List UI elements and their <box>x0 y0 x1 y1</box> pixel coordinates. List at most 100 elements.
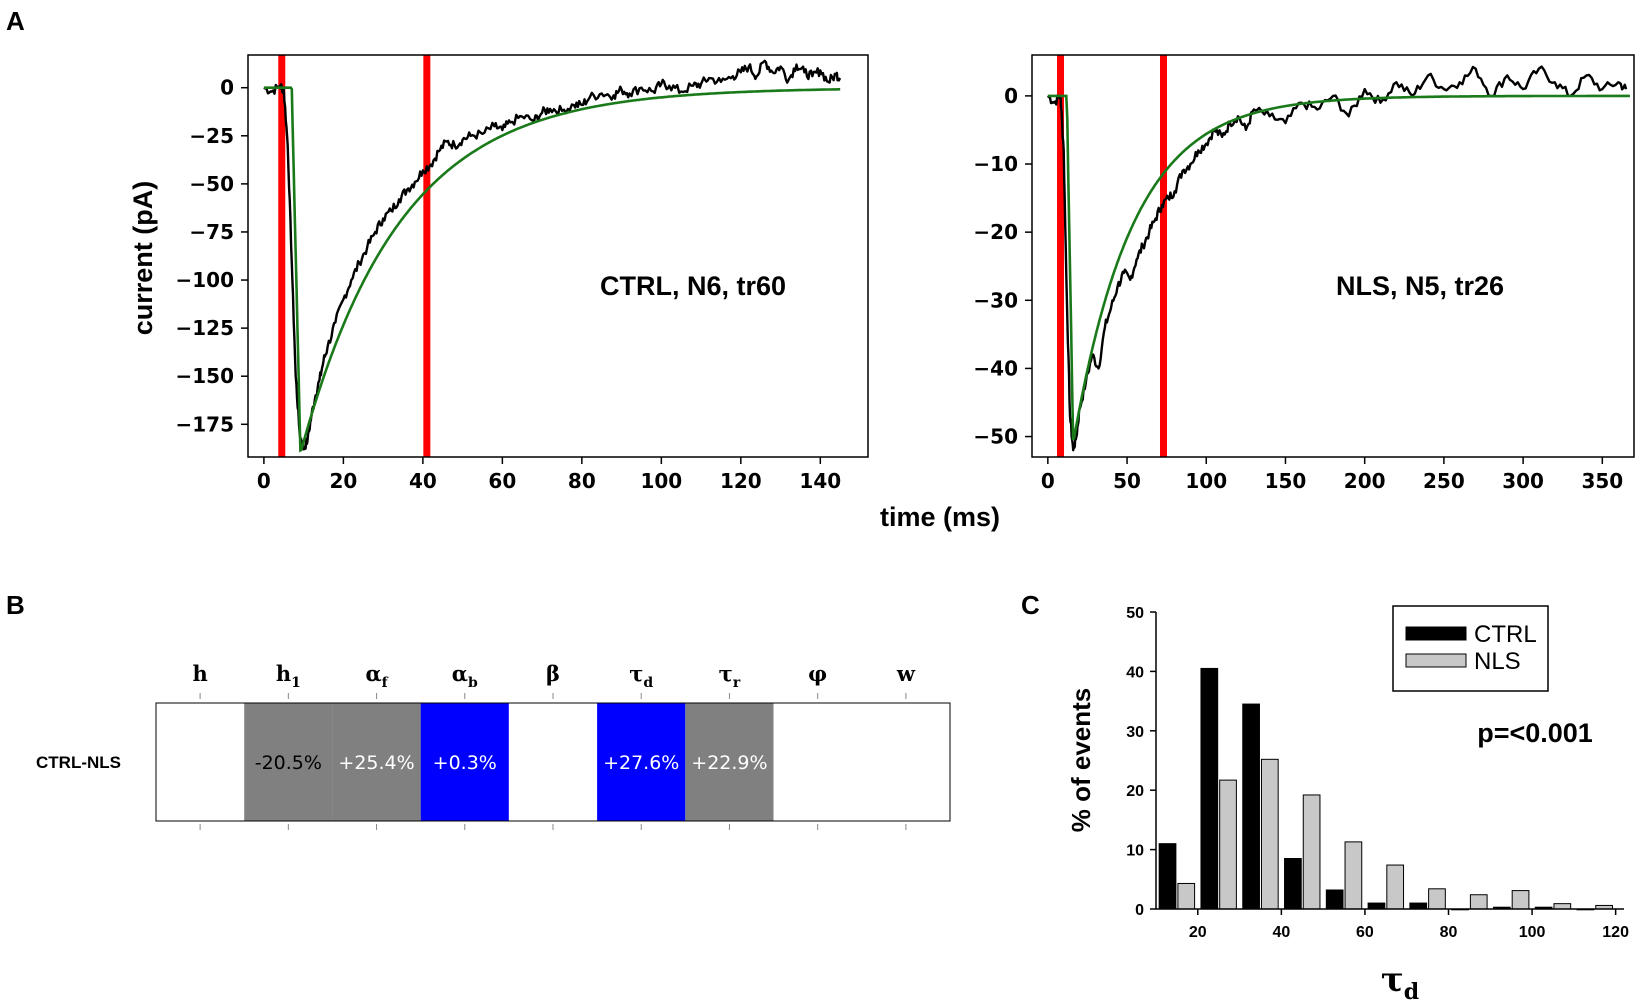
column-header: αb <box>452 661 478 691</box>
x-tick-label: 100 <box>640 469 682 493</box>
x-tick-label: 80 <box>1440 924 1458 941</box>
table-cell <box>156 703 244 821</box>
y-tick-label: 30 <box>1126 724 1144 741</box>
column-header-symbol: α <box>452 661 468 686</box>
x-axis-subscript: d <box>1404 979 1419 1005</box>
bar-nls <box>1387 865 1404 909</box>
x-tick-label: 200 <box>1344 469 1386 493</box>
x-tick-label: 40 <box>1272 924 1290 941</box>
fit-curve <box>264 88 840 451</box>
legend-box <box>1393 606 1548 691</box>
bar-ctrl <box>1159 844 1176 909</box>
y-tick-label: −50 <box>973 425 1018 449</box>
column-header-subscript: f <box>382 675 389 691</box>
x-tick-label: 150 <box>1265 469 1307 493</box>
bar-ctrl <box>1243 704 1260 909</box>
x-axis-label: τd <box>1381 960 1419 1005</box>
cell-value: +25.4% <box>338 752 414 774</box>
legend-swatch-ctrl <box>1406 627 1466 640</box>
x-tick-label: 0 <box>1041 469 1055 493</box>
column-header: τd <box>629 661 653 691</box>
x-tick-label: 140 <box>799 469 841 493</box>
bar-nls <box>1470 895 1487 909</box>
x-tick-label: 60 <box>488 469 516 493</box>
panel-letter-b: B <box>6 590 25 620</box>
cell-value: +0.3% <box>433 752 497 774</box>
x-tick-label: 350 <box>1581 469 1623 493</box>
y-tick-label: 50 <box>1126 605 1144 622</box>
panel-c-histogram: 20 40 60 80 100 120 0 10 20 30 40 50 % of events p=… <box>1066 605 1629 1005</box>
bar-ctrl <box>1326 890 1343 909</box>
column-header-subscript: b <box>468 675 478 691</box>
figure: A B C 0 20 40 60 80 100 120 1400−25−50−75−100−1… <box>0 0 1650 1006</box>
column-header-symbol: w <box>896 661 916 686</box>
recorded-trace <box>264 61 840 450</box>
y-tick-label: 0 <box>1135 902 1144 919</box>
bar-ctrl <box>1285 859 1302 909</box>
y-tick-label: −10 <box>973 152 1018 176</box>
bar-nls <box>1220 780 1237 909</box>
y-tick-label: 20 <box>1126 783 1144 800</box>
y-tick-label: −20 <box>973 220 1018 244</box>
x-tick-label: 80 <box>568 469 596 493</box>
column-header-symbol: h <box>192 661 207 686</box>
plot-area <box>1048 55 1630 457</box>
recorded-trace <box>1048 67 1626 451</box>
column-header-subscript: r <box>733 675 741 691</box>
y-tick-label: 40 <box>1126 664 1144 681</box>
panel-letter-a: A <box>6 6 25 36</box>
column-header-symbol: β <box>546 661 560 686</box>
panel-letter-c: C <box>1021 590 1040 620</box>
y-tick-label: −125 <box>175 316 234 340</box>
y-tick-label: 10 <box>1126 843 1144 860</box>
y-tick-label: −25 <box>189 124 234 148</box>
legend-label-nls: NLS <box>1474 648 1521 675</box>
column-header: w <box>896 661 916 686</box>
x-tick-label: 250 <box>1423 469 1465 493</box>
cell-value: +27.6% <box>603 752 679 774</box>
y-tick-label: −75 <box>189 220 234 244</box>
y-tick-label: 0 <box>1004 84 1018 108</box>
bar-nls <box>1178 883 1195 909</box>
column-header-symbol: τ <box>629 661 643 686</box>
legend-swatch-nls <box>1406 654 1466 667</box>
x-tick-label: 50 <box>1113 469 1141 493</box>
x-tick-label: 120 <box>1602 924 1629 941</box>
bar-ctrl <box>1201 668 1218 909</box>
y-axis-label: % of events <box>1066 688 1096 833</box>
x-tick-label: 0 <box>257 469 271 493</box>
bar-nls <box>1303 795 1320 909</box>
panel-a-ctrl-trace: 0 20 40 60 80 100 120 140 0 −25 −50 −75 −100 −125 −150… <box>175 55 868 493</box>
x-tick-label: 120 <box>720 469 762 493</box>
table-cell <box>774 703 862 821</box>
x-tick-label: 100 <box>1185 469 1227 493</box>
plot-frame <box>1032 55 1634 457</box>
x-tick-label: 20 <box>329 469 357 493</box>
x-tick-label: 20 <box>1189 924 1207 941</box>
column-header: h <box>192 661 207 686</box>
y-tick-label: −100 <box>175 268 234 292</box>
column-header: φ <box>808 661 827 686</box>
y-tick-label: −50 <box>189 172 234 196</box>
legend: CTRL NLS <box>1393 606 1548 691</box>
y-tick-label: −40 <box>973 356 1018 380</box>
bar-nls <box>1512 891 1529 909</box>
bar-ctrl <box>1410 903 1427 909</box>
y-tick-label: −175 <box>175 412 234 436</box>
x-tick-label: 60 <box>1356 924 1374 941</box>
cell-value: +22.9% <box>691 752 767 774</box>
column-header-subscript: d <box>643 675 653 691</box>
plot-area <box>264 55 840 457</box>
bar-ctrl <box>1368 903 1385 909</box>
cell-value: -20.5% <box>255 752 322 774</box>
x-tick-label: 300 <box>1502 469 1544 493</box>
legend-label-ctrl: CTRL <box>1474 621 1537 648</box>
bar-nls <box>1345 842 1362 909</box>
x-axis-label: time (ms) <box>880 502 1000 532</box>
column-header: αf <box>365 661 388 691</box>
column-header-symbol: α <box>365 661 381 686</box>
column-header-subscript: 1 <box>291 675 301 691</box>
bar-nls <box>1261 759 1278 909</box>
table-cell <box>862 703 950 821</box>
y-tick-label: −30 <box>973 288 1018 312</box>
